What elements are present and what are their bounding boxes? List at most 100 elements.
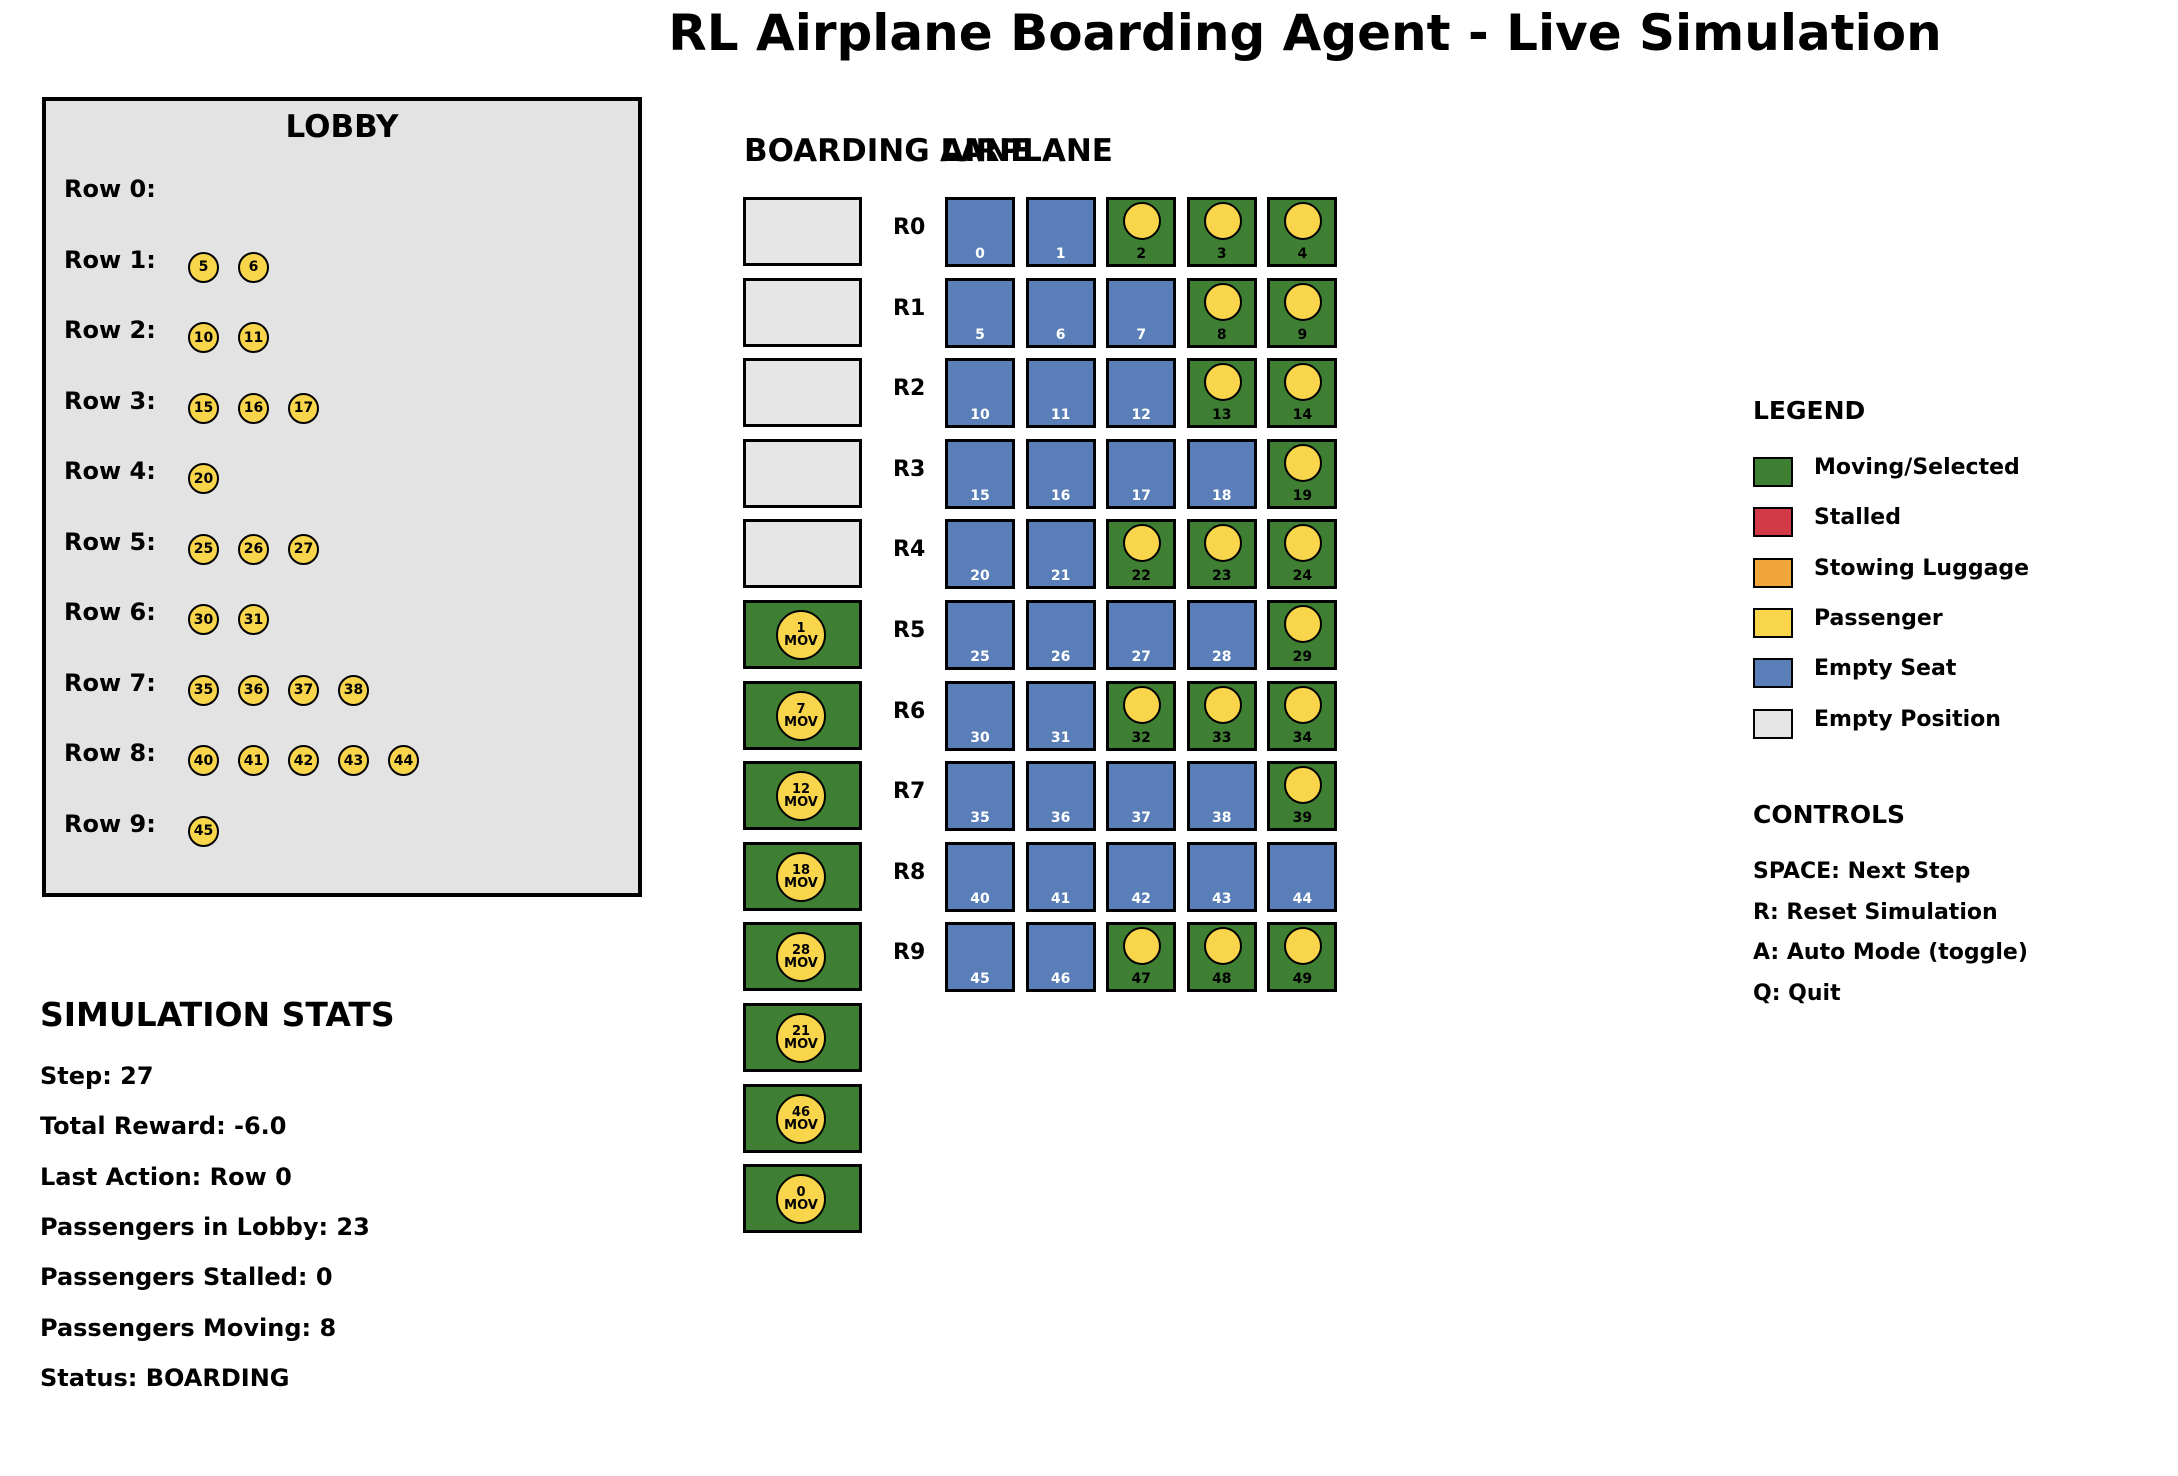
lane-passenger-status: MOV — [784, 956, 818, 972]
airplane-row-label: R1 — [893, 295, 926, 321]
control-line: R: Reset Simulation — [1753, 899, 1998, 925]
seat-number: 21 — [1050, 568, 1071, 585]
seated-passenger — [1284, 605, 1323, 643]
seat-occupied: 34 — [1267, 680, 1338, 751]
seat-number: 32 — [1131, 729, 1151, 746]
airplane-row-label: R8 — [893, 859, 926, 885]
seated-passenger — [1284, 766, 1323, 805]
seated-passenger — [1203, 282, 1242, 321]
seat-number: 10 — [970, 407, 990, 424]
seat-occupied: 19 — [1267, 438, 1338, 509]
seat-occupied: 22 — [1106, 519, 1177, 590]
lobby-passenger: 45 — [188, 815, 219, 847]
seat-empty: 35 — [945, 761, 1015, 832]
stat-line: Step: 27 — [40, 1062, 154, 1090]
seat-empty: 1 — [1025, 197, 1096, 267]
seat-number: 41 — [1050, 890, 1071, 907]
seated-passenger — [1284, 282, 1323, 321]
seat-empty: 12 — [1106, 358, 1177, 429]
legend-swatch — [1753, 457, 1793, 487]
seat-empty: 30 — [945, 680, 1015, 751]
lane-cell-empty — [743, 197, 862, 266]
seat-number: 22 — [1131, 568, 1151, 585]
lane-passenger-number: 12 — [791, 782, 811, 798]
lane-passenger: 18 MOV — [776, 851, 826, 902]
lane-cell-moving: 18 MOV — [743, 841, 862, 911]
lane-cell-moving: 21 MOV — [743, 1003, 862, 1072]
lobby-passenger: 27 — [288, 533, 319, 565]
legend-label: Empty Seat — [1814, 656, 1957, 682]
seated-passenger — [1203, 202, 1242, 240]
legend-heading: LEGEND — [1753, 396, 1866, 425]
lobby-title: LOBBY — [285, 109, 399, 145]
lane-passenger-status: MOV — [784, 634, 818, 649]
seat-empty: 17 — [1106, 438, 1177, 509]
lane-passenger-number: 18 — [791, 862, 811, 878]
stat-line: Last Action: Row 0 — [40, 1162, 292, 1191]
lane-cell-empty — [743, 438, 862, 508]
lane-passenger-number: 7 — [796, 701, 806, 717]
seated-passenger — [1123, 202, 1162, 240]
seated-passenger — [1203, 685, 1242, 724]
lane-passenger-status: MOV — [784, 714, 818, 730]
seat-number: 31 — [1050, 729, 1071, 746]
stat-line: Passengers Stalled: 0 — [40, 1263, 333, 1292]
lobby-passenger: 15 — [188, 392, 219, 424]
lobby-row-label: Row 8: — [64, 739, 156, 767]
seat-occupied: 24 — [1267, 519, 1338, 590]
seat-occupied: 4 — [1267, 197, 1338, 267]
lobby-row-label: Row 5: — [64, 527, 156, 556]
lane-passenger-number: 1 — [796, 621, 806, 636]
lobby-passenger: 42 — [288, 745, 319, 776]
lobby-row-label: Row 7: — [64, 668, 156, 697]
lane-passenger-status: MOV — [784, 1117, 818, 1133]
stat-line: Total Reward: -6.0 — [40, 1112, 287, 1141]
seat-number: 18 — [1212, 487, 1232, 504]
lobby-passenger: 38 — [338, 674, 369, 706]
seat-number: 28 — [1212, 649, 1232, 665]
seat-occupied: 14 — [1267, 358, 1338, 429]
stat-line: Passengers Moving: 8 — [40, 1313, 337, 1342]
seat-empty: 20 — [945, 519, 1015, 590]
lane-passenger-number: 28 — [791, 943, 811, 959]
stats-heading: SIMULATION STATS — [40, 995, 395, 1034]
seat-number: 24 — [1292, 568, 1313, 585]
seated-passenger — [1284, 202, 1323, 240]
lane-cell-moving: 7 MOV — [743, 680, 862, 750]
seat-empty: 37 — [1106, 761, 1177, 832]
seated-passenger — [1123, 524, 1162, 563]
airplane-row-label: R6 — [893, 698, 926, 724]
lane-passenger: 7 MOV — [776, 690, 826, 741]
seat-number: 49 — [1292, 971, 1313, 988]
seat-number: 14 — [1292, 407, 1313, 424]
lobby-passenger: 31 — [238, 604, 269, 635]
seat-empty: 25 — [945, 600, 1015, 670]
seat-number: 6 — [1055, 326, 1066, 343]
lobby-passenger: 30 — [188, 604, 219, 635]
lane-cell-moving: 12 MOV — [743, 761, 862, 831]
airplane-row-label: R3 — [893, 456, 926, 482]
seat-number: 37 — [1131, 810, 1151, 827]
seat-number: 13 — [1212, 407, 1232, 424]
lobby-row-label: Row 0: — [64, 175, 156, 203]
lobby-passenger: 17 — [288, 392, 319, 424]
lobby-passenger: 6 — [238, 251, 269, 283]
lobby-row-label: Row 1: — [64, 245, 156, 274]
seat-number: 38 — [1212, 810, 1232, 827]
lobby-passenger: 16 — [238, 392, 269, 424]
legend-label: Passenger — [1814, 605, 1943, 631]
stat-line: Passengers in Lobby: 23 — [40, 1212, 370, 1241]
legend-swatch — [1753, 607, 1793, 638]
page-title: RL Airplane Boarding Agent - Live Simula… — [668, 4, 1942, 62]
seat-number: 29 — [1292, 649, 1313, 665]
legend-swatch — [1753, 708, 1793, 739]
lane-passenger-number: 21 — [791, 1024, 811, 1039]
boarding-lane-heading: BOARDING LANE — [744, 133, 1032, 169]
seated-passenger — [1284, 443, 1323, 482]
legend-swatch — [1753, 507, 1793, 538]
seat-number: 48 — [1212, 971, 1232, 988]
lane-passenger: 46 MOV — [776, 1093, 826, 1144]
seat-number: 35 — [970, 810, 990, 827]
seat-empty: 27 — [1106, 600, 1177, 670]
lobby-row-label: Row 4: — [64, 457, 156, 485]
